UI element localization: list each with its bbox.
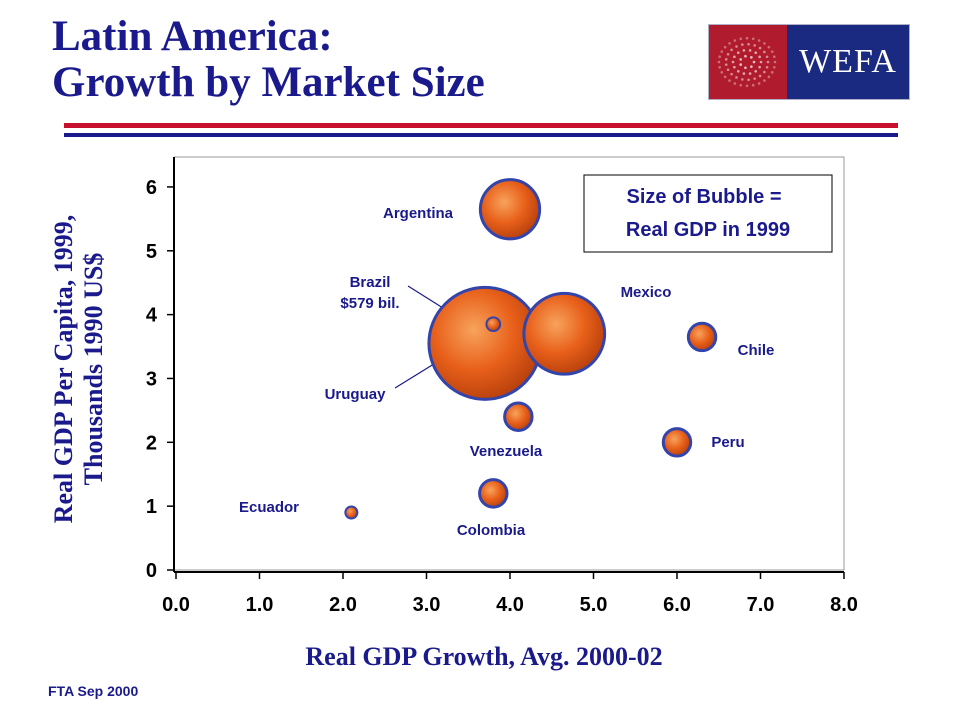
label-brazil: Brazil <box>350 274 391 291</box>
note-box <box>583 174 833 253</box>
label-brazil-value: $579 bil. <box>340 295 399 312</box>
y-tick-label: 1 <box>146 496 157 518</box>
x-tick-label: 0.0 <box>162 594 190 616</box>
y-tick-label: 4 <box>146 305 158 327</box>
header-rule-blue <box>64 133 898 137</box>
y-tick-label: 6 <box>146 177 157 199</box>
x-tick-label: 5.0 <box>580 594 608 616</box>
y-tick-label: 3 <box>146 368 157 390</box>
labels: Argentina Brazil $579 bil. Mexico Chile … <box>239 205 774 539</box>
logo-text: WEFA <box>799 43 897 80</box>
x-tick-label: 1.0 <box>246 594 274 616</box>
bubble-colombia <box>478 478 509 509</box>
label-ecuador: Ecuador <box>239 499 299 516</box>
label-venezuela: Venezuela <box>470 443 543 460</box>
wefa-logo: WEFA <box>708 24 910 100</box>
bubble-chile <box>686 321 718 353</box>
label-mexico: Mexico <box>621 284 672 301</box>
bubble-uruguay <box>485 316 502 333</box>
note-line-2: Real GDP in 1999 <box>626 219 790 241</box>
footer-note: FTA Sep 2000 <box>48 683 139 699</box>
y-tick-label: 5 <box>146 241 157 263</box>
header-rule-red <box>64 123 898 128</box>
label-argentina: Argentina <box>383 205 454 222</box>
label-chile: Chile <box>738 342 775 359</box>
title-line-1: Latin America: <box>52 13 333 60</box>
x-axis-ticks: 0.0 1.0 2.0 3.0 4.0 5.0 6.0 7.0 8.0 <box>162 572 858 616</box>
y-axis-ticks: 0 1 2 3 4 5 6 <box>146 177 174 582</box>
bubble-ecuador <box>344 505 359 520</box>
bubble-size-note: Size of Bubble = Real GDP in 1999 <box>583 174 833 253</box>
x-tick-label: 6.0 <box>663 594 691 616</box>
y-tick-label: 0 <box>146 560 157 582</box>
y-tick-label: 2 <box>146 432 157 454</box>
x-tick-label: 3.0 <box>413 594 441 616</box>
x-tick-label: 4.0 <box>496 594 524 616</box>
bubble-peru <box>661 427 693 458</box>
bubble-venezuela <box>503 401 534 432</box>
label-colombia: Colombia <box>457 522 526 539</box>
bubble-mexico <box>522 291 607 376</box>
bubble-argentina <box>478 178 542 241</box>
x-tick-label: 8.0 <box>830 594 858 616</box>
label-peru: Peru <box>711 434 744 451</box>
slide-title: Latin America: Growth by Market Size <box>52 14 485 106</box>
logo-wordmark: WEFA <box>787 25 909 99</box>
x-axis-label: Real GDP Growth, Avg. 2000-02 <box>305 642 663 671</box>
x-tick-label: 7.0 <box>747 594 775 616</box>
x-tick-label: 2.0 <box>329 594 357 616</box>
title-line-2: Growth by Market Size <box>52 59 485 106</box>
bubbles <box>344 178 718 520</box>
note-line-1: Size of Bubble = <box>626 186 781 208</box>
label-uruguay: Uruguay <box>325 386 387 403</box>
logo-globe-icon <box>709 25 787 99</box>
